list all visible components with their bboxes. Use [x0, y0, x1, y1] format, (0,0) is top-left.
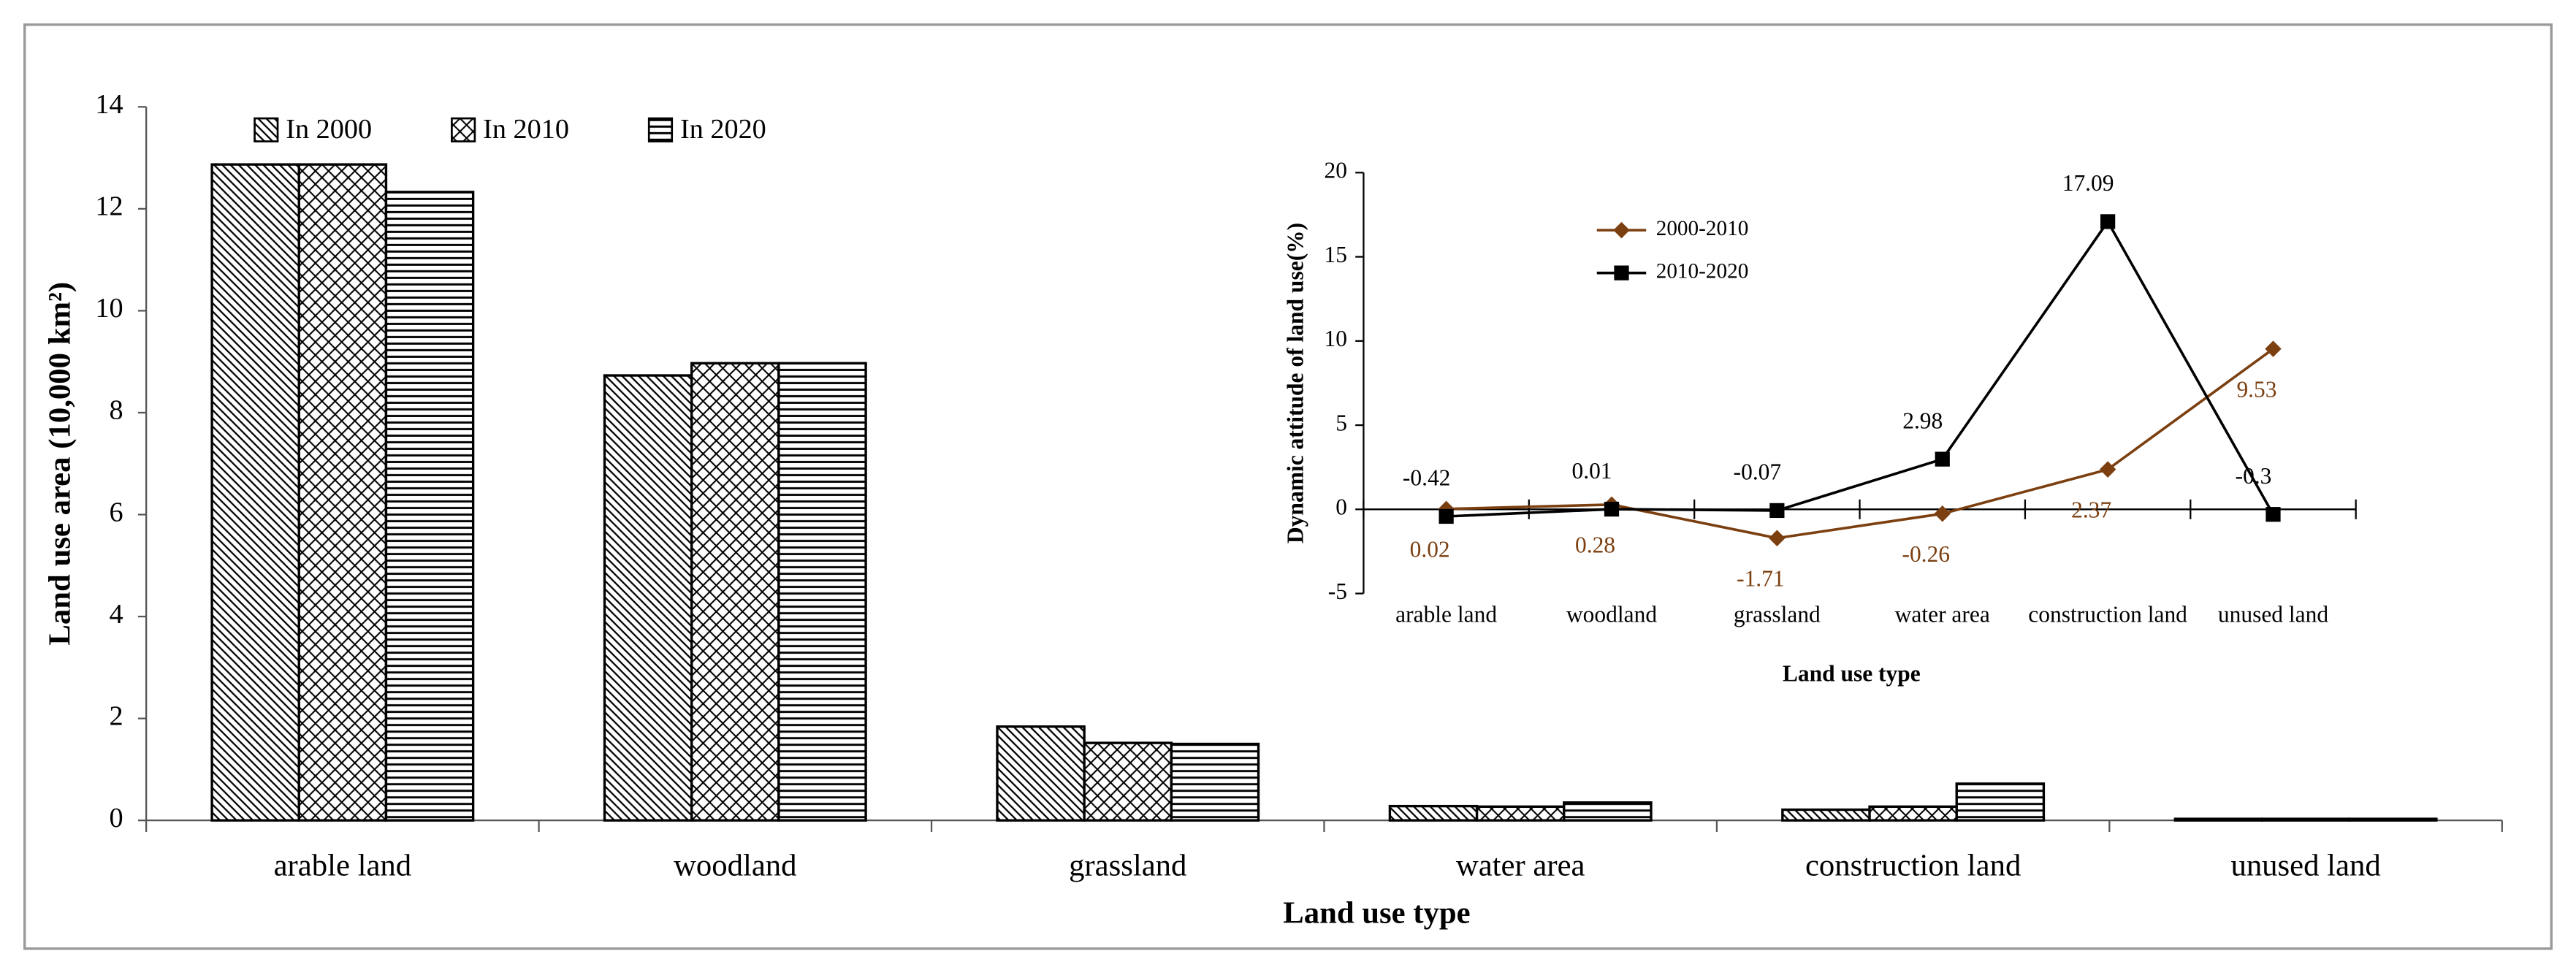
marker — [1614, 265, 1629, 280]
x-tick-label: grassland — [1734, 601, 1821, 627]
bar — [1083, 741, 1173, 822]
legend-swatch — [647, 117, 674, 142]
data-label: -1.71 — [1737, 565, 1785, 591]
data-label: -0.07 — [1734, 459, 1782, 485]
y-tick-label: 20 — [1324, 158, 1346, 183]
y-tick-label: 0 — [1335, 494, 1347, 520]
y-axis-title: Land use area (10,000 km²) — [42, 282, 77, 646]
legend-label: In 2020 — [680, 114, 766, 145]
bar — [210, 163, 300, 822]
marker — [2266, 507, 2281, 522]
data-label: 2.98 — [1902, 408, 1943, 433]
x-tick-label: water area — [1895, 601, 1990, 627]
bar — [384, 191, 475, 822]
bar — [2347, 817, 2438, 822]
legend-swatch — [451, 117, 476, 142]
bar — [297, 163, 388, 822]
bar — [690, 362, 780, 822]
bar — [2173, 817, 2264, 822]
data-label: 0.01 — [1571, 458, 1612, 484]
bar — [1868, 805, 1958, 822]
y-tick-label: 0 — [110, 803, 123, 833]
marker — [1934, 505, 1951, 522]
marker — [1604, 501, 1620, 517]
y-tick-label: 14 — [95, 89, 123, 120]
y-tick-label: 10 — [1324, 326, 1346, 351]
series-line — [1446, 348, 2274, 540]
data-label: -0.42 — [1403, 465, 1451, 491]
y-tick-label: -5 — [1328, 578, 1347, 604]
bar — [1563, 801, 1653, 822]
x-tick-label: woodland — [1566, 601, 1657, 627]
bar — [777, 362, 867, 822]
y-tick-label: 8 — [110, 395, 123, 426]
legend-label: 2000-2010 — [1656, 217, 1749, 240]
marker — [1769, 503, 1785, 519]
series-line — [1446, 219, 2275, 518]
y-tick-label: 15 — [1324, 242, 1346, 267]
data-label: 2.37 — [2071, 497, 2111, 522]
marker — [2100, 214, 2116, 229]
bar — [603, 374, 693, 822]
y-tick-label: 10 — [95, 293, 123, 324]
data-label: 17.09 — [2062, 170, 2114, 196]
data-label: -0.26 — [1902, 541, 1950, 567]
bar — [1475, 805, 1566, 822]
y-tick-label: 4 — [110, 599, 123, 630]
x-tick-label: arable land — [1395, 601, 1497, 627]
bar — [1170, 742, 1260, 822]
legend-label: In 2000 — [286, 114, 372, 145]
data-label: -0.3 — [2236, 463, 2272, 489]
marker — [1935, 451, 1950, 467]
y-tick-label: 6 — [110, 497, 123, 527]
marker — [1769, 530, 1786, 546]
legend-label: 2010-2020 — [1656, 259, 1749, 283]
legend-label: In 2010 — [483, 114, 569, 145]
x-tick-label: construction land — [2028, 601, 2187, 627]
marker — [1438, 508, 1454, 524]
inset-x-axis-title: Land use type — [1783, 660, 1921, 686]
x-axis-title: Land use type — [1283, 896, 1470, 931]
data-label: 0.28 — [1575, 532, 1615, 558]
y-tick-label: 2 — [110, 700, 123, 731]
x-tick-label: woodland — [674, 848, 796, 882]
marker — [2099, 461, 2116, 478]
y-tick-label: 12 — [95, 191, 123, 222]
bar — [1388, 804, 1479, 822]
data-label: 9.53 — [2236, 376, 2276, 402]
data-label: 0.02 — [1410, 537, 1450, 562]
bar — [1781, 808, 1871, 822]
marker — [1613, 221, 1630, 239]
x-tick-label: construction land — [1805, 848, 2021, 882]
legend-swatch — [254, 117, 279, 142]
inset-y-axis-title: Dynamic attitude of land use(%) — [1283, 223, 1308, 543]
bar — [1955, 782, 2046, 822]
x-tick-label: unused land — [2230, 848, 2380, 882]
y-tick-label: 5 — [1335, 410, 1347, 435]
x-tick-label: unused land — [2218, 601, 2328, 627]
bar — [2260, 817, 2351, 822]
x-tick-label: water area — [1456, 848, 1585, 882]
x-tick-label: arable land — [274, 848, 412, 882]
x-tick-label: grassland — [1069, 848, 1186, 882]
bar — [996, 725, 1086, 822]
